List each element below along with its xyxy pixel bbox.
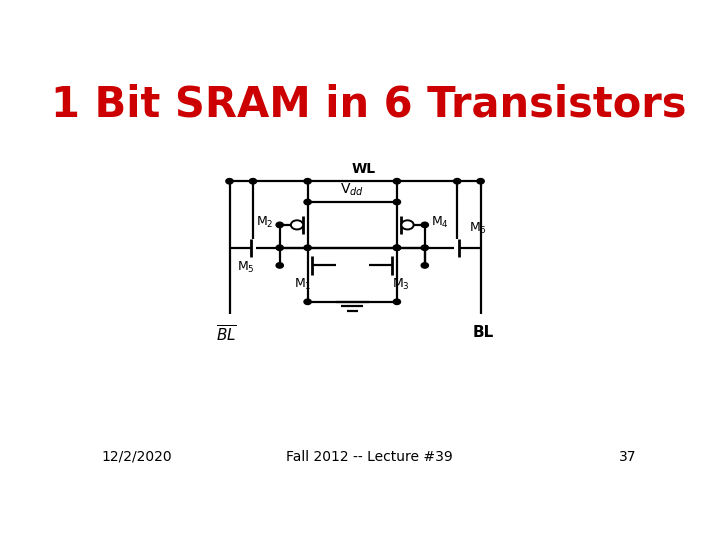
Circle shape xyxy=(304,245,311,251)
Text: M$_1$: M$_1$ xyxy=(294,276,312,292)
Circle shape xyxy=(304,199,311,205)
Text: Fall 2012 -- Lecture #39: Fall 2012 -- Lecture #39 xyxy=(286,450,452,464)
Circle shape xyxy=(393,199,400,205)
Circle shape xyxy=(304,299,311,305)
Text: BL: BL xyxy=(473,325,494,340)
Text: M$_2$: M$_2$ xyxy=(256,215,273,231)
Circle shape xyxy=(401,220,414,230)
Text: M$_6$: M$_6$ xyxy=(469,221,487,236)
Circle shape xyxy=(393,299,400,305)
Circle shape xyxy=(393,245,400,251)
Circle shape xyxy=(304,179,311,184)
Circle shape xyxy=(421,222,428,227)
Circle shape xyxy=(226,179,233,184)
Circle shape xyxy=(276,263,284,268)
Text: 1 Bit SRAM in 6 Transistors: 1 Bit SRAM in 6 Transistors xyxy=(51,84,687,125)
Circle shape xyxy=(291,220,303,230)
Text: 37: 37 xyxy=(619,450,637,464)
Circle shape xyxy=(249,179,256,184)
Text: M$_3$: M$_3$ xyxy=(392,276,410,292)
Circle shape xyxy=(477,179,485,184)
Circle shape xyxy=(421,263,428,268)
Text: V$_{dd}$: V$_{dd}$ xyxy=(341,181,364,198)
Circle shape xyxy=(421,245,428,251)
Text: 12/2/2020: 12/2/2020 xyxy=(101,450,172,464)
Circle shape xyxy=(276,245,284,251)
Circle shape xyxy=(454,179,461,184)
Text: M$_5$: M$_5$ xyxy=(238,260,255,275)
Circle shape xyxy=(393,179,400,184)
Text: WL: WL xyxy=(351,162,376,176)
Text: M$_4$: M$_4$ xyxy=(431,215,449,231)
Text: $\overline{BL}$: $\overline{BL}$ xyxy=(216,325,237,345)
Circle shape xyxy=(276,222,284,227)
Circle shape xyxy=(393,245,400,251)
